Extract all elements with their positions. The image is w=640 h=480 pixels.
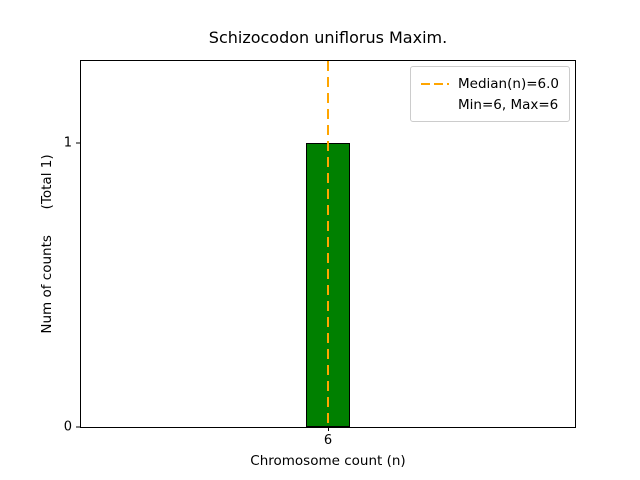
legend-entry-minmax: Min=6, Max=6 [421, 94, 559, 115]
legend-label-minmax: Min=6, Max=6 [458, 96, 559, 113]
y-tick-label-1: 1 [63, 135, 72, 151]
x-tick-mark [327, 427, 329, 431]
y-axis-label: Num of counts (Total 1) [39, 154, 55, 334]
legend-entry-median: Median(n)=6.0 [421, 73, 559, 94]
plot-area: Median(n)=6.0 Min=6, Max=6 [80, 60, 576, 428]
chart-title: Schizocodon uniflorus Maxim. [208, 28, 448, 47]
y-tick-mark-1 [76, 142, 80, 144]
dashed-line-icon [421, 82, 450, 85]
x-tick-label: 6 [323, 433, 333, 448]
y-tick-label-0: 0 [63, 419, 72, 435]
y-tick-mark-0 [76, 426, 80, 428]
legend-handle-empty [421, 104, 449, 106]
legend: Median(n)=6.0 Min=6, Max=6 [410, 66, 570, 122]
x-axis-label: Chromosome count (n) [250, 453, 406, 469]
median-line [327, 61, 329, 427]
legend-label-median: Median(n)=6.0 [458, 75, 559, 92]
